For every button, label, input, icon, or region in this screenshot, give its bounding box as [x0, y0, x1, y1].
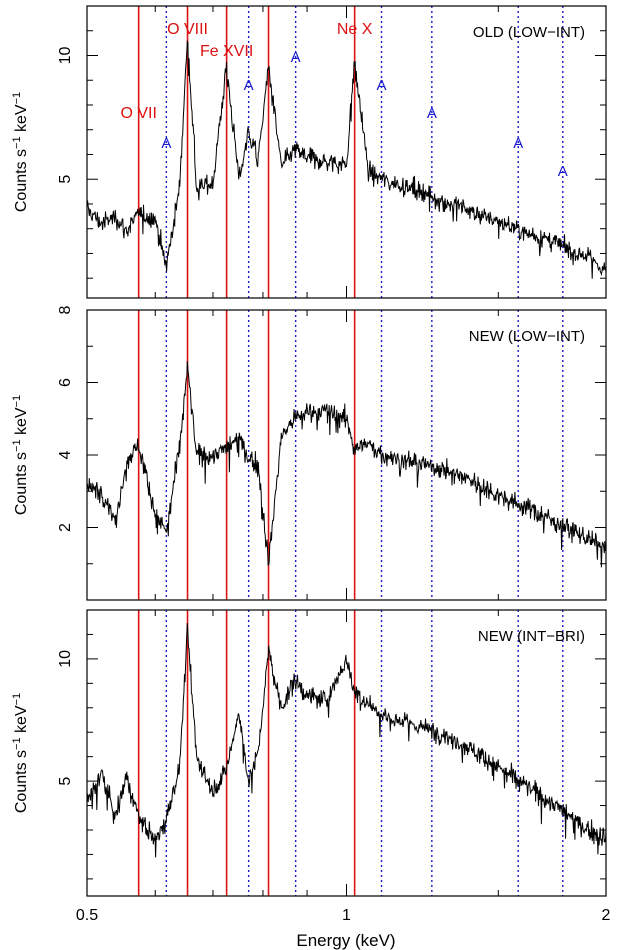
- y-axis-label: Counts s−1 keV−1: [11, 395, 30, 515]
- x-tick-label: 2: [602, 907, 611, 924]
- y-tick-label: 6: [57, 378, 74, 387]
- panel-frame: [86, 5, 607, 299]
- emission-label: Fe XVII: [200, 43, 253, 60]
- y-axis-label: Counts s−1 keV−1: [11, 693, 30, 813]
- y-tick-label: 4: [57, 450, 74, 459]
- x-tick-label: 1: [342, 907, 351, 924]
- y-axis-label: Counts s−1 keV−1: [11, 92, 30, 212]
- panel-frame: [86, 609, 607, 897]
- panel-1: 5 10 Counts s−1 keV−1 OLD (LOW−INT) O VII O V…: [11, 5, 607, 299]
- panel-title: OLD (LOW−INT): [473, 24, 585, 41]
- y-tick-label: 10: [57, 46, 74, 64]
- y-tick-label: 5: [57, 777, 74, 786]
- x-tick-label: 0.5: [76, 907, 98, 924]
- absorption-label: A: [558, 163, 568, 180]
- panel-3: 5 10 Counts s−1 keV−1 NEW (INT−BRI) 0.5 1 2: [11, 609, 611, 924]
- panel-frame: [86, 309, 607, 601]
- emission-label: O VII: [120, 105, 156, 122]
- spectrum-trace: [86, 361, 607, 568]
- y-tick-label: 2: [57, 523, 74, 532]
- emission-label: O VIII: [167, 21, 208, 38]
- panel-2: 2 4 6 8 Counts s−1 keV−1 NEW (LOW−INT): [11, 305, 607, 601]
- spectrum-trace: [86, 622, 607, 858]
- absorption-label: A: [291, 49, 301, 66]
- absorption-label: A: [427, 105, 437, 122]
- y-tick-label: 8: [57, 305, 74, 314]
- spectrum-trace: [86, 39, 607, 279]
- y-tick-label: 5: [57, 175, 74, 184]
- x-axis-label: Energy (keV): [296, 931, 395, 950]
- absorption-label: A: [513, 135, 523, 152]
- absorption-label: A: [244, 77, 254, 94]
- panel-title: NEW (LOW−INT): [469, 328, 585, 345]
- panel-title: NEW (INT−BRI): [478, 628, 585, 645]
- absorption-label: A: [376, 77, 386, 94]
- emission-label: Ne X: [337, 21, 373, 38]
- absorption-label: A: [161, 135, 171, 152]
- y-tick-label: 10: [57, 650, 74, 668]
